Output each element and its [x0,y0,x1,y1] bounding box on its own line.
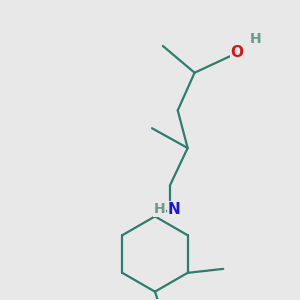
Text: N: N [168,202,181,217]
Text: H: H [250,32,262,46]
Text: O: O [231,45,244,60]
Text: H: H [154,202,165,216]
